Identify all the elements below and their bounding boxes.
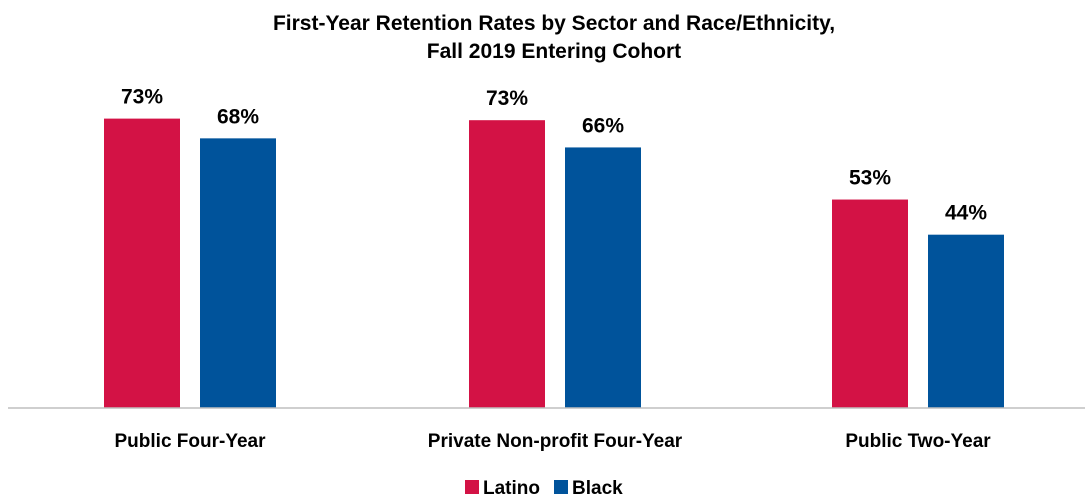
category-label-public-four-year: Public Four-Year bbox=[115, 431, 267, 452]
data-label-latino-private-non-profit-four-year: 73% bbox=[486, 87, 528, 110]
bar-black-private-non-profit-four-year bbox=[565, 147, 641, 408]
bars-group bbox=[104, 118, 1004, 409]
bar-latino-public-two-year bbox=[832, 199, 908, 408]
bar-latino-private-non-profit-four-year bbox=[469, 120, 545, 409]
data-labels-group: 73% 68% 73% 66% 53% 44% bbox=[121, 86, 987, 225]
data-label-black-private-non-profit-four-year: 66% bbox=[582, 114, 624, 137]
category-labels-group: Public Four-Year Private Non-profit Four-… bbox=[115, 431, 992, 452]
category-label-public-two-year: Public Two-Year bbox=[845, 431, 991, 452]
chart-title-line-1: First-Year Retention Rates by Sector and… bbox=[273, 12, 835, 35]
category-label-private-non-profit-four-year: Private Non-profit Four-Year bbox=[428, 431, 683, 452]
chart-title-line-2: Fall 2019 Entering Cohort bbox=[427, 40, 681, 63]
legend-label-latino: Latino bbox=[483, 478, 540, 499]
data-label-black-public-four-year: 68% bbox=[217, 105, 259, 128]
legend-label-black: Black bbox=[572, 478, 623, 499]
bar-black-public-two-year bbox=[928, 234, 1004, 408]
legend-swatch-latino bbox=[465, 480, 479, 494]
bar-black-public-four-year bbox=[200, 138, 276, 408]
bar-latino-public-four-year bbox=[104, 118, 180, 408]
data-label-black-public-two-year: 44% bbox=[945, 202, 987, 225]
legend: Latino Black bbox=[465, 478, 623, 499]
legend-swatch-black bbox=[554, 480, 568, 494]
data-label-latino-public-four-year: 73% bbox=[121, 86, 163, 109]
data-label-latino-public-two-year: 53% bbox=[849, 167, 891, 190]
